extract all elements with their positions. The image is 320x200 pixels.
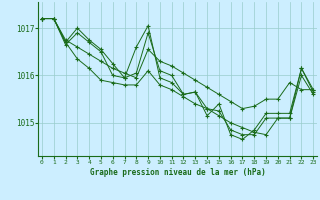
X-axis label: Graphe pression niveau de la mer (hPa): Graphe pression niveau de la mer (hPa) — [90, 168, 266, 177]
